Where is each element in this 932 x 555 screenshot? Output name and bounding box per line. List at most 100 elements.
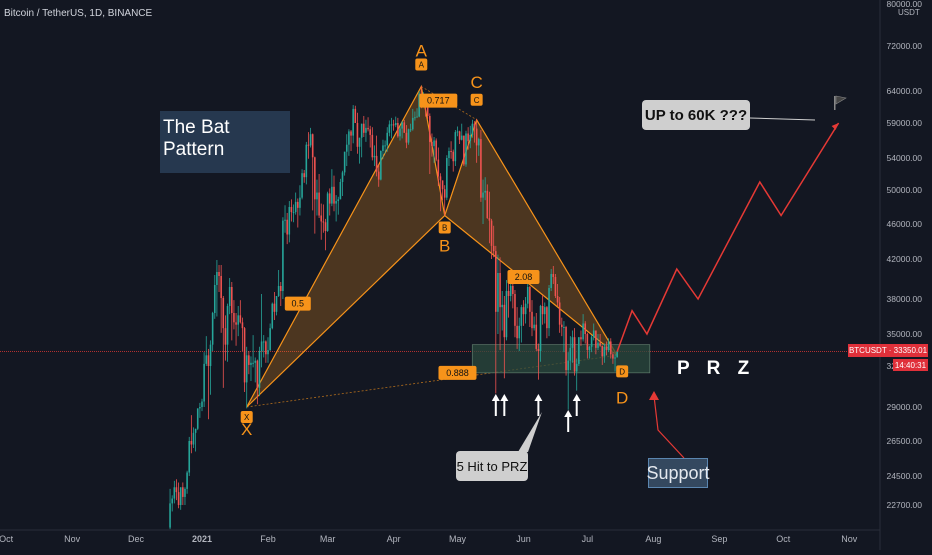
candle-body xyxy=(279,286,282,291)
candle-body xyxy=(337,199,340,202)
candle-body xyxy=(254,360,257,363)
candle-body xyxy=(429,115,431,142)
candle-body xyxy=(561,324,563,327)
candle-body xyxy=(418,93,420,117)
pattern-title-label: The Bat Pattern xyxy=(160,111,290,173)
candle-body xyxy=(179,487,182,505)
candle-body xyxy=(297,201,299,208)
point-letter: X xyxy=(241,420,252,439)
candle-body xyxy=(492,245,495,252)
candle-body xyxy=(599,342,601,346)
candle-body xyxy=(303,173,305,178)
flag-pole-icon xyxy=(834,96,836,110)
candle-body xyxy=(607,341,610,350)
candle-body xyxy=(446,158,448,198)
candle-body xyxy=(188,441,191,473)
candle-body xyxy=(565,327,567,371)
x-tick-label: Feb xyxy=(260,534,276,544)
candle-body xyxy=(450,151,452,152)
candle-body xyxy=(414,117,416,119)
candle-body xyxy=(601,345,604,357)
candle-body xyxy=(439,176,442,181)
candle-body xyxy=(262,341,265,343)
candle-body xyxy=(584,323,587,334)
candle-body xyxy=(575,363,578,372)
x-tick-label: May xyxy=(449,534,467,544)
candle-body xyxy=(335,201,337,204)
candle-body xyxy=(516,325,518,339)
candle-body xyxy=(563,327,565,328)
candle-body xyxy=(299,197,301,208)
candle-body xyxy=(505,291,508,338)
candle-body xyxy=(582,323,584,340)
candle-body xyxy=(380,151,382,180)
candle-body xyxy=(522,307,525,315)
projection-arrowhead xyxy=(831,123,839,130)
y-tick-label: 59000.00 xyxy=(887,118,923,128)
candle-body xyxy=(228,287,231,306)
candle-body xyxy=(292,212,295,214)
x-tick-label: Aug xyxy=(645,534,661,544)
candle-body xyxy=(324,222,327,231)
candle-body xyxy=(192,432,195,445)
candle-body xyxy=(586,334,589,350)
candle-body xyxy=(473,123,476,129)
candle-body xyxy=(486,190,489,219)
candle-body xyxy=(431,141,433,147)
candle-body xyxy=(384,145,386,147)
candle-body xyxy=(171,498,173,504)
x-tick-label: Oct xyxy=(776,534,791,544)
candle-body xyxy=(407,129,410,143)
candle-body xyxy=(250,362,252,365)
point-badge xyxy=(438,221,451,234)
candle-body xyxy=(569,347,572,361)
candle-body xyxy=(390,124,393,126)
candle-body xyxy=(524,303,527,315)
candle-body xyxy=(612,354,614,359)
y-tick-label: 29000.00 xyxy=(887,402,923,412)
target-callout: UP to 60K ??? xyxy=(642,100,750,130)
y-tick-label: 24500.00 xyxy=(887,471,923,481)
candle-body xyxy=(220,276,222,298)
candle-body xyxy=(392,124,395,126)
candle-body xyxy=(307,144,310,146)
candle-body xyxy=(345,144,348,152)
candle-body xyxy=(352,108,354,136)
candle-body xyxy=(550,274,552,288)
x-tick-label: Dec xyxy=(128,534,145,544)
candle-body xyxy=(578,337,580,364)
candle-body xyxy=(260,341,263,352)
candle-body xyxy=(184,488,186,497)
pattern-triangle-xab xyxy=(246,84,446,408)
x-tick-label: Apr xyxy=(387,534,401,544)
candle-body xyxy=(339,182,342,200)
support-arrow-line xyxy=(653,395,685,459)
candle-body xyxy=(588,346,591,350)
candle-body xyxy=(399,128,401,137)
candle-body xyxy=(322,221,325,223)
candle-body xyxy=(333,186,335,204)
candle-body xyxy=(273,303,276,312)
candle-body xyxy=(203,363,205,402)
candle-body xyxy=(224,328,227,345)
candle-body xyxy=(218,272,220,276)
candle-body xyxy=(539,306,542,352)
candle-body xyxy=(367,127,369,130)
candle-body xyxy=(211,313,214,345)
candle-body xyxy=(205,355,208,364)
candle-body xyxy=(546,307,548,329)
candle-body xyxy=(416,116,418,118)
candle-body xyxy=(269,328,271,350)
y-tick-label: 26500.00 xyxy=(887,436,923,446)
candle-body xyxy=(509,286,512,296)
candle-body xyxy=(482,192,484,198)
countdown-badge: 14:40:31 xyxy=(893,359,928,371)
candle-body xyxy=(326,193,329,231)
point-badge xyxy=(616,365,629,378)
candle-body xyxy=(477,139,480,146)
candle-body xyxy=(354,108,357,123)
candle-body xyxy=(443,189,446,198)
candle-body xyxy=(196,408,199,429)
candle-body xyxy=(507,291,510,296)
